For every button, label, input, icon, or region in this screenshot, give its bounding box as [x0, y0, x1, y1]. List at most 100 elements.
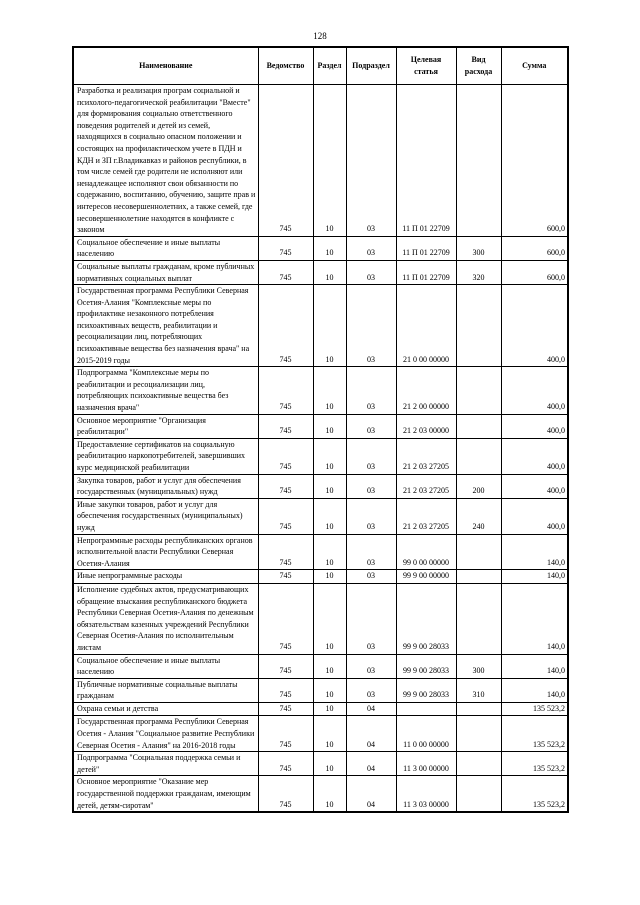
table-row: Исполнение судебных актов, предусматрива… [72, 582, 569, 655]
target-article-cell: 11 0 00 00000 [395, 715, 457, 753]
expense-type-cell: 320 [455, 259, 502, 286]
subsection-cell: 03 [345, 569, 397, 584]
expense-type-cell [455, 413, 502, 439]
name-cell: Подпрограмма "Социальная поддержка семьи… [72, 751, 259, 777]
department-cell: 745 [257, 259, 314, 286]
header-subsection: Подраздел [345, 46, 397, 85]
amount-cell: 600,0 [500, 235, 569, 261]
expense-type-cell: 300 [455, 653, 502, 679]
header-row: Наименование Ведомство Раздел Подраздел … [72, 46, 569, 85]
name-cell: Государственная программа Республики Сев… [72, 284, 259, 368]
name-cell: Исполнение судебных актов, предусматрива… [72, 582, 259, 655]
subsection-cell: 04 [345, 751, 397, 777]
amount-cell: 140,0 [500, 533, 569, 571]
name-cell: Основное мероприятие "Организация реабил… [72, 413, 259, 439]
table-row: Публичные нормативные социальные выплаты… [72, 677, 569, 703]
table-row: Государственная программа Республики Сев… [72, 715, 569, 753]
header-section: Раздел [312, 46, 347, 85]
expense-type-cell [455, 284, 502, 368]
subsection-cell: 03 [345, 259, 397, 286]
section-cell: 10 [312, 701, 347, 717]
name-cell: Иные непрограммные расходы [72, 569, 259, 584]
section-cell: 10 [312, 497, 347, 535]
section-cell: 10 [312, 677, 347, 703]
subsection-cell: 03 [345, 84, 397, 237]
name-cell: Разработка и реализация програм социальн… [72, 84, 259, 237]
section-cell: 10 [312, 569, 347, 584]
table-row: Социальное обеспечение и иные выплаты на… [72, 235, 569, 261]
subsection-cell: 03 [345, 284, 397, 368]
amount-cell: 400,0 [500, 437, 569, 475]
section-cell: 10 [312, 473, 347, 499]
expense-type-cell [455, 701, 502, 717]
subsection-cell: 03 [345, 533, 397, 571]
name-cell: Публичные нормативные социальные выплаты… [72, 677, 259, 703]
section-cell: 10 [312, 715, 347, 753]
section-cell: 10 [312, 437, 347, 475]
table-row: Иные непрограммные расходы 745 10 03 99 9 00… [72, 569, 569, 584]
department-cell: 745 [257, 715, 314, 753]
amount-cell: 600,0 [500, 84, 569, 237]
section-cell: 10 [312, 259, 347, 286]
department-cell: 745 [257, 775, 314, 813]
target-article-cell: 99 9 00 00000 [395, 569, 457, 584]
table-row: Иные закупки товаров, работ и услуг для … [72, 497, 569, 535]
subsection-cell: 04 [345, 715, 397, 753]
amount-cell: 140,0 [500, 582, 569, 655]
subsection-cell: 03 [345, 473, 397, 499]
target-article-cell: 21 2 03 27205 [395, 473, 457, 499]
department-cell: 745 [257, 413, 314, 439]
amount-cell: 140,0 [500, 569, 569, 584]
header-target-article: Целевая статья [395, 46, 457, 85]
page-number: 128 [313, 31, 327, 41]
department-cell: 745 [257, 582, 314, 655]
amount-cell: 135 523,2 [500, 751, 569, 777]
amount-cell: 400,0 [500, 473, 569, 499]
table-row: Социальные выплаты гражданам, кроме публ… [72, 259, 569, 286]
table-row: Разработка и реализация програм социальн… [72, 84, 569, 237]
section-cell: 10 [312, 653, 347, 679]
section-cell: 10 [312, 751, 347, 777]
expense-type-cell: 240 [455, 497, 502, 535]
target-article-cell: 11 П 01 22709 [395, 235, 457, 261]
target-article-cell: 21 2 03 27205 [395, 497, 457, 535]
target-article-cell: 21 2 00 00000 [395, 366, 457, 415]
header-name: Наименование [72, 46, 259, 85]
department-cell: 745 [257, 284, 314, 368]
name-cell: Предоставление сертификатов на социальну… [72, 437, 259, 475]
header-expense-type: Вид расхода [455, 46, 502, 85]
table-row: Подпрограмма "Социальная поддержка семьи… [72, 751, 569, 777]
expense-type-cell [455, 569, 502, 584]
table-row: Основное мероприятие "Организация реабил… [72, 413, 569, 439]
expense-type-cell [455, 715, 502, 753]
subsection-cell: 04 [345, 775, 397, 813]
header-department: Ведомство [257, 46, 314, 85]
target-article-cell: 21 0 00 00000 [395, 284, 457, 368]
table-row: Непрограммные расходы республиканских ор… [72, 533, 569, 571]
amount-cell: 140,0 [500, 677, 569, 703]
department-cell: 745 [257, 235, 314, 261]
name-cell: Непрограммные расходы республиканских ор… [72, 533, 259, 571]
amount-cell: 135 523,2 [500, 701, 569, 717]
amount-cell: 400,0 [500, 366, 569, 415]
section-cell: 10 [312, 533, 347, 571]
name-cell: Охрана семьи и детства [72, 701, 259, 717]
amount-cell: 400,0 [500, 497, 569, 535]
expense-type-cell [455, 437, 502, 475]
table-row: Предоставление сертификатов на социальну… [72, 437, 569, 475]
expense-type-cell [455, 775, 502, 813]
department-cell: 745 [257, 569, 314, 584]
name-cell: Социальное обеспечение и иные выплаты на… [72, 235, 259, 261]
name-cell: Социальные выплаты гражданам, кроме публ… [72, 259, 259, 286]
department-cell: 745 [257, 84, 314, 237]
section-cell: 10 [312, 284, 347, 368]
expense-type-cell: 200 [455, 473, 502, 499]
budget-table: Наименование Ведомство Раздел Подраздел … [72, 46, 569, 814]
table-row: Закупка товаров, работ и услуг для обесп… [72, 473, 569, 499]
target-article-cell: 99 9 00 28033 [395, 582, 457, 655]
target-article-cell: 99 0 00 00000 [395, 533, 457, 571]
section-cell: 10 [312, 235, 347, 261]
expense-type-cell: 300 [455, 235, 502, 261]
name-cell: Основное мероприятие "Оказание мер госуд… [72, 775, 259, 813]
expense-type-cell [455, 582, 502, 655]
